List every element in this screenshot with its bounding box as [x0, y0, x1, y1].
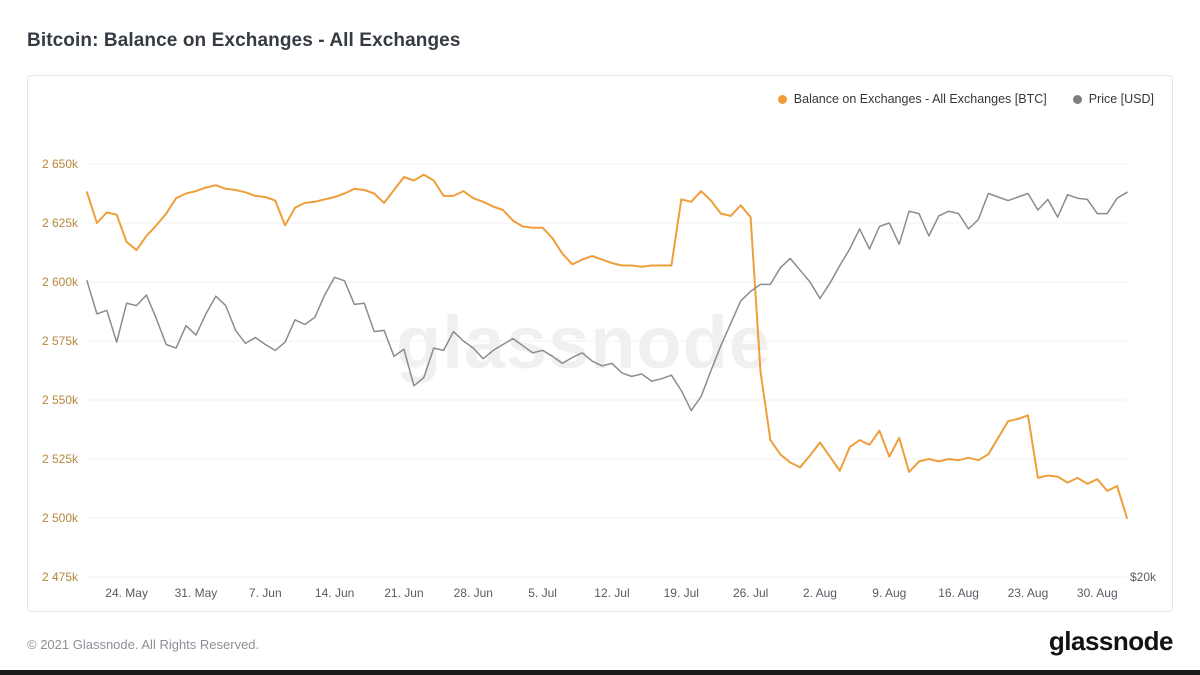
glassnode-watermark: glassnode	[396, 301, 771, 384]
y-axis-tick-label: 2 475k	[42, 570, 79, 584]
x-axis-tick-label: 19. Jul	[664, 586, 699, 600]
legend-item-price[interactable]: Price [USD]	[1072, 92, 1154, 106]
right-axis-tick-label: $20k	[1130, 570, 1157, 584]
glassnode-logo: glassnode	[1048, 626, 1174, 656]
x-axis-tick-label: 16. Aug	[938, 586, 979, 600]
bottom-bar	[0, 670, 1200, 675]
y-axis-tick-label: 2 625k	[42, 216, 79, 230]
price-series-line[interactable]	[86, 191, 1128, 412]
x-axis-tick-label: 28. Jun	[454, 586, 493, 600]
x-axis-tick-label: 2. Aug	[803, 586, 837, 600]
x-axis-tick-label: 5. Jul	[528, 586, 557, 600]
x-axis-tick-label: 21. Jun	[384, 586, 423, 600]
x-axis-tick-label: 12. Jul	[594, 586, 629, 600]
chart-card: Balance on Exchanges - All Exchanges [BT…	[27, 75, 1173, 612]
y-axis-tick-label: 2 575k	[42, 334, 79, 348]
footer-copyright: © 2021 Glassnode. All Rights Reserved.	[27, 637, 260, 652]
y-axis-tick-label: 2 550k	[42, 393, 79, 407]
x-axis-tick-label: 30. Aug	[1077, 586, 1118, 600]
legend-dot-balance-icon	[777, 94, 787, 104]
legend-item-balance[interactable]: Balance on Exchanges - All Exchanges [BT…	[777, 92, 1047, 106]
y-axis-tick-label: 2 600k	[42, 275, 79, 289]
legend-dot-price-icon	[1072, 94, 1082, 104]
x-axis-tick-label: 9. Aug	[872, 586, 906, 600]
chart-plot-area[interactable]: 2 650k 2 625k 2 600k 2 575k 2 550k 2 525k 2 50…	[28, 76, 1172, 611]
chart-legend: Balance on Exchanges - All Exchanges [BT…	[777, 92, 1154, 106]
x-axis-tick-label: 14. Jun	[315, 586, 354, 600]
legend-label-price: Price [USD]	[1088, 92, 1154, 106]
balance-series-line[interactable]	[86, 173, 1128, 519]
y-axis-tick-label: 2 525k	[42, 452, 79, 466]
legend-label-balance: Balance on Exchanges - All Exchanges [BT…	[793, 92, 1047, 106]
y-axis-tick-label: 2 650k	[42, 157, 79, 171]
x-axis-tick-label: 26. Jul	[733, 586, 768, 600]
page-title: Bitcoin: Balance on Exchanges - All Exch…	[27, 30, 461, 51]
x-axis-tick-label: 31. May	[175, 586, 218, 600]
x-axis-tick-label: 7. Jun	[249, 586, 282, 600]
y-axis-tick-label: 2 500k	[42, 511, 79, 525]
x-axis-tick-label: 24. May	[105, 586, 148, 600]
x-axis-tick-label: 23. Aug	[1008, 586, 1049, 600]
